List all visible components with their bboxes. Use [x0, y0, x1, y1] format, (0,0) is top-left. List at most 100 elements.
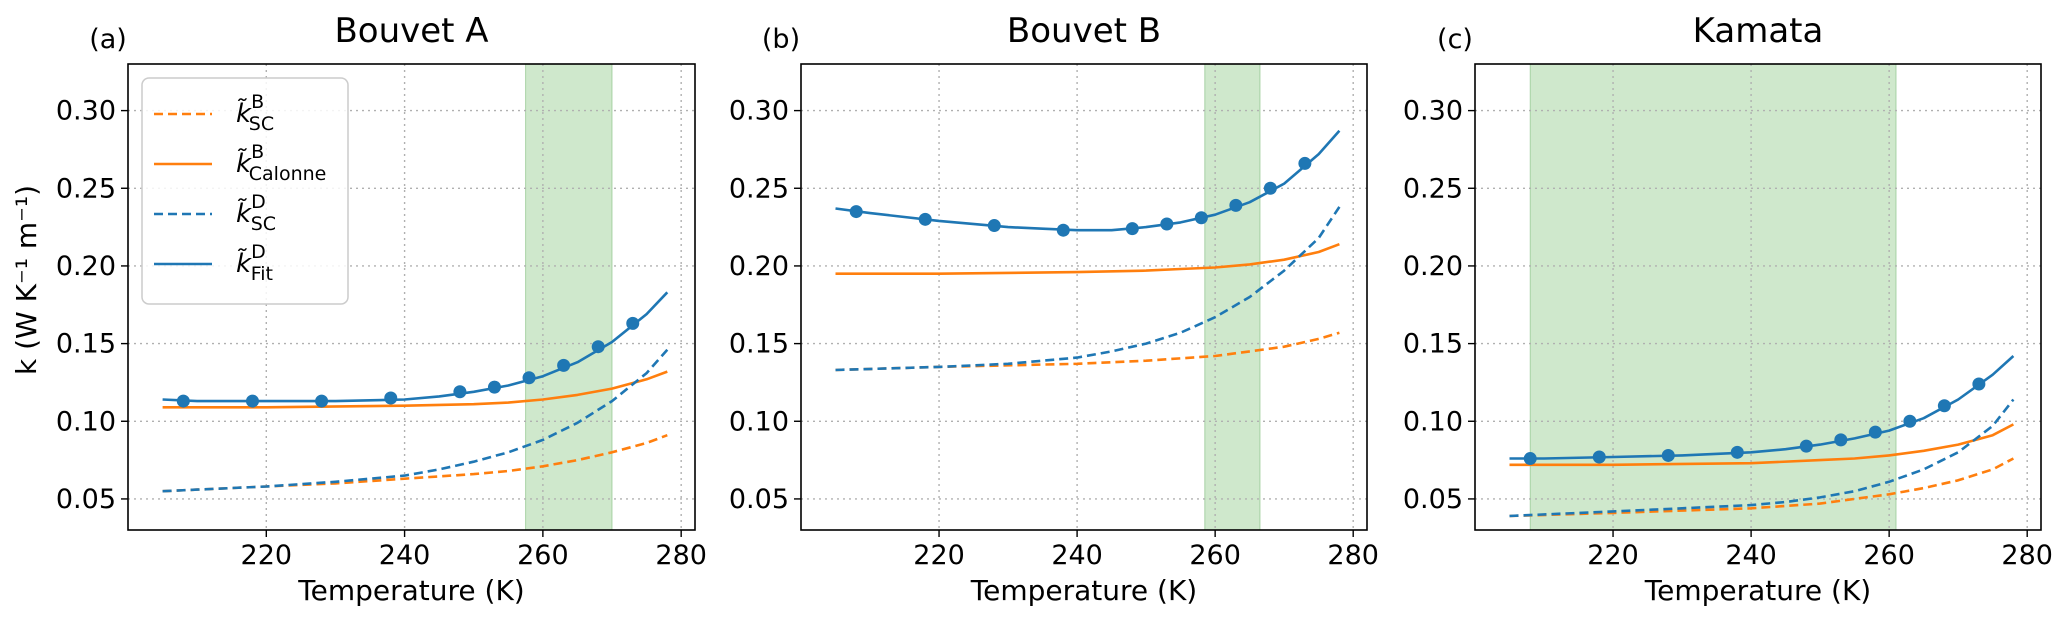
data-point: [453, 385, 467, 399]
series-line-d-sc: [162, 348, 669, 493]
shaded-band: [525, 63, 613, 531]
data-point: [487, 380, 501, 394]
data-point: [1160, 217, 1174, 231]
legend-label-base: k̃: [236, 247, 252, 279]
data-point: [1972, 377, 1986, 391]
x-tick-label: 220: [1587, 540, 1639, 571]
x-tick-label: 220: [913, 540, 965, 571]
data-point: [1229, 198, 1243, 212]
y-tick-label: 0.10: [729, 406, 789, 437]
y-tick-label: 0.15: [56, 329, 116, 360]
data-point: [1523, 452, 1537, 466]
data-point: [1592, 450, 1606, 464]
legend-label-base: k̃: [236, 147, 252, 179]
y-tick-label: 0.05: [1403, 484, 1463, 515]
legend-box: [141, 77, 349, 305]
x-tick-label: 240: [1725, 540, 1777, 571]
series-line-d-fit: [1509, 355, 2015, 460]
x-axis-label: Temperature (K): [970, 574, 1197, 607]
data-point: [1298, 156, 1312, 170]
series-group: [835, 129, 1341, 372]
x-axis-label: Temperature (K): [1644, 574, 1871, 607]
data-point: [522, 371, 536, 385]
y-tick-label: 0.10: [56, 406, 116, 437]
x-tick-label: 260: [1863, 540, 1915, 571]
panel-title: Bouvet B: [1007, 11, 1161, 51]
y-tick-label: 0.30: [56, 96, 116, 127]
y-tick-label: 0.25: [56, 173, 116, 204]
data-point: [1937, 399, 1951, 413]
y-tick-label: 0.05: [729, 484, 789, 515]
data-point: [176, 394, 190, 408]
legend-label-sub: SC: [251, 213, 276, 235]
legend-label: k̃D Fit: [236, 241, 273, 285]
series-line-b-calonne: [162, 370, 668, 409]
legend-label-sub: Calonne: [249, 163, 327, 185]
panel-tag: (c): [1437, 24, 1473, 55]
series-line-d-fit: [162, 291, 669, 403]
y-tick-label: 0.30: [1403, 96, 1463, 127]
data-point: [245, 394, 259, 408]
x-tick-label: 280: [2001, 540, 2053, 571]
series-line-d-sc: [1509, 398, 2015, 518]
series-line-b-sc: [835, 331, 1340, 372]
panels: 220 240 260 280 0.05 0.10 0.15 0.20 0.25 0.30 Temp…: [56, 11, 2053, 607]
legend-label-base: k̃: [236, 197, 252, 229]
y-tick-label: 0.30: [729, 96, 789, 127]
panel-1: 220 240 260 280 0.05 0.10 0.15 0.20 0.25 0.30 Temp…: [56, 11, 707, 607]
y-tick-label: 0.25: [729, 173, 789, 204]
x-tick-label: 260: [517, 540, 569, 571]
legend-label-sub: Fit: [251, 263, 273, 285]
panel-3: 220 240 260 280 0.05 0.10 0.15 0.20 0.25 0.30 Temp…: [1403, 11, 2053, 607]
legend-label-sup: D: [251, 241, 266, 263]
data-point: [1661, 448, 1675, 462]
series-group: [1509, 355, 2015, 518]
data-point: [315, 394, 329, 408]
legend-label-sup: D: [251, 191, 266, 213]
y-tick-label: 0.25: [1403, 173, 1463, 204]
legend-label: k̃D SC: [236, 191, 276, 235]
legend-label: k̃B Calonne: [236, 141, 326, 185]
y-tick-label: 0.15: [1403, 329, 1463, 360]
data-point: [849, 205, 863, 219]
data-point: [1125, 222, 1139, 236]
y-tick-label: 0.05: [56, 484, 116, 515]
y-tick-label: 0.20: [56, 251, 116, 282]
panel-title: Kamata: [1693, 11, 1824, 51]
axes-frame: [800, 63, 1368, 531]
y-tick-label: 0.15: [729, 329, 789, 360]
y-tick-label: 0.20: [729, 251, 789, 282]
x-tick-label: 220: [241, 540, 293, 571]
legend-label-sup: B: [251, 141, 264, 163]
x-tick-label: 280: [655, 540, 707, 571]
series-group: [162, 291, 669, 493]
series-line-b-calonne: [835, 242, 1340, 276]
legend-label-sup: B: [251, 91, 264, 113]
x-axis-label: Temperature (K): [297, 574, 524, 607]
data-point: [1868, 425, 1882, 439]
panel-2: 220 240 260 280 0.05 0.10 0.15 0.20 0.25 0.30 Temp…: [729, 11, 1379, 607]
data-point: [987, 219, 1001, 233]
panel-tag: (a): [89, 24, 127, 55]
axes-frame: [127, 63, 696, 531]
data-point: [1834, 433, 1848, 447]
series-line-b-sc: [1509, 457, 2015, 518]
axes-frame: [1474, 63, 2042, 531]
x-tick-label: 240: [379, 540, 431, 571]
data-point: [591, 340, 605, 354]
data-point: [1263, 181, 1277, 195]
legend-label: k̃B SC: [236, 91, 274, 135]
data-point: [1056, 223, 1070, 237]
legend-label-base: k̃: [236, 97, 252, 129]
x-tick-label: 280: [1327, 540, 1379, 571]
panel-tag: (b): [762, 24, 800, 55]
shaded-band: [1529, 63, 1897, 531]
data-point: [918, 212, 932, 226]
data-point: [626, 316, 640, 330]
data-point: [1903, 414, 1917, 428]
data-point: [1194, 211, 1208, 225]
y-tick-label: 0.10: [1403, 406, 1463, 437]
series-line-d-sc: [835, 206, 1341, 372]
